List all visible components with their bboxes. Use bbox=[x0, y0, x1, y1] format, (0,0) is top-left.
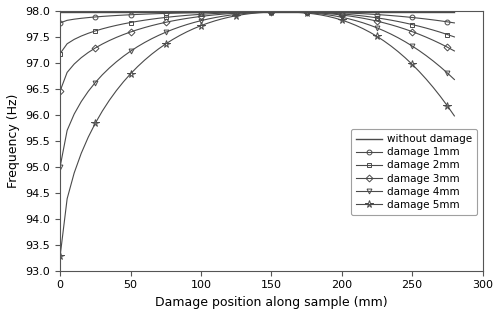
damage 4mm bbox=[338, 15, 344, 19]
damage 5mm bbox=[226, 15, 232, 19]
damage 4mm bbox=[57, 165, 63, 169]
damage 1mm bbox=[338, 11, 344, 15]
damage 3mm bbox=[78, 56, 84, 60]
Legend: without damage, damage 1mm, damage 2mm, damage 3mm, damage 4mm, damage 5mm: without damage, damage 1mm, damage 2mm, … bbox=[350, 129, 478, 215]
damage 3mm bbox=[332, 12, 338, 16]
damage 3mm bbox=[226, 12, 232, 15]
damage 2mm bbox=[332, 11, 338, 15]
damage 5mm bbox=[276, 10, 281, 14]
Line: damage 3mm: damage 3mm bbox=[58, 9, 457, 94]
damage 4mm bbox=[332, 14, 338, 18]
damage 1mm bbox=[226, 10, 232, 14]
damage 5mm bbox=[332, 16, 338, 20]
without damage bbox=[324, 10, 330, 14]
without damage bbox=[57, 10, 63, 14]
damage 2mm bbox=[57, 52, 63, 55]
damage 5mm bbox=[71, 171, 77, 175]
damage 4mm bbox=[452, 78, 458, 82]
without damage bbox=[78, 10, 84, 14]
Line: damage 2mm: damage 2mm bbox=[58, 9, 457, 56]
damage 1mm bbox=[57, 21, 63, 25]
damage 2mm bbox=[452, 35, 458, 39]
damage 1mm bbox=[78, 16, 84, 20]
damage 3mm bbox=[71, 62, 77, 66]
damage 2mm bbox=[226, 11, 232, 15]
damage 5mm bbox=[452, 114, 458, 118]
damage 2mm bbox=[338, 12, 344, 16]
damage 1mm bbox=[162, 11, 168, 15]
damage 4mm bbox=[78, 100, 84, 104]
damage 5mm bbox=[162, 42, 168, 46]
Line: damage 5mm: damage 5mm bbox=[56, 8, 458, 260]
Line: damage 4mm: damage 4mm bbox=[58, 9, 457, 169]
damage 4mm bbox=[276, 10, 281, 14]
without damage bbox=[332, 10, 338, 14]
X-axis label: Damage position along sample (mm): Damage position along sample (mm) bbox=[155, 296, 388, 309]
damage 2mm bbox=[162, 15, 168, 19]
Y-axis label: Frequency (Hz): Frequency (Hz) bbox=[7, 94, 20, 188]
damage 1mm bbox=[452, 21, 458, 25]
damage 2mm bbox=[71, 38, 77, 41]
damage 1mm bbox=[71, 17, 77, 21]
damage 3mm bbox=[162, 21, 168, 24]
damage 4mm bbox=[71, 112, 77, 116]
damage 4mm bbox=[162, 30, 168, 34]
damage 1mm bbox=[276, 10, 281, 14]
damage 5mm bbox=[78, 151, 84, 155]
damage 5mm bbox=[338, 18, 344, 22]
Line: damage 1mm: damage 1mm bbox=[58, 9, 457, 25]
without damage bbox=[162, 10, 168, 14]
damage 4mm bbox=[226, 13, 232, 17]
damage 2mm bbox=[276, 10, 281, 14]
damage 3mm bbox=[338, 13, 344, 17]
damage 3mm bbox=[276, 10, 281, 14]
without damage bbox=[71, 10, 77, 14]
without damage bbox=[226, 10, 232, 14]
damage 2mm bbox=[78, 34, 84, 38]
damage 3mm bbox=[452, 49, 458, 53]
without damage bbox=[452, 10, 458, 14]
damage 1mm bbox=[332, 11, 338, 15]
damage 5mm bbox=[57, 254, 63, 258]
damage 3mm bbox=[57, 89, 63, 93]
